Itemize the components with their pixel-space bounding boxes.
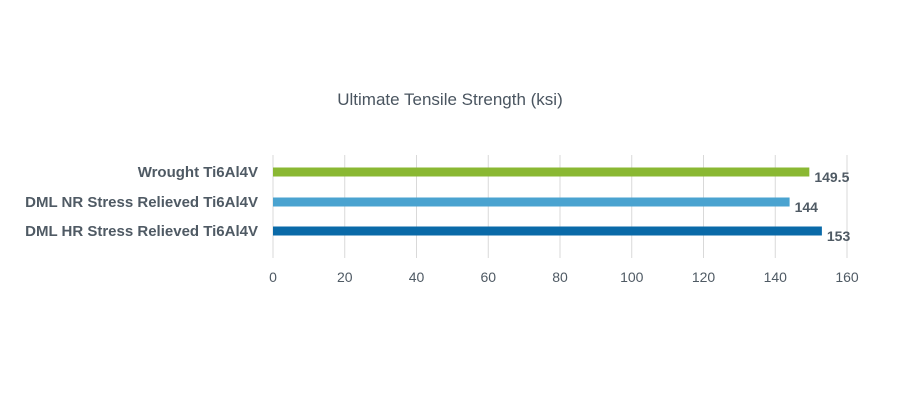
x-tick-label: 160 <box>835 269 859 285</box>
labels: 0 20 40 60 80 100 120 140 160 Wrought Ti6Al4V 149.… <box>25 164 859 285</box>
data-label: 153 <box>827 228 851 244</box>
bars <box>273 167 822 236</box>
x-tick-label: 40 <box>409 269 425 285</box>
x-tick-label: 120 <box>692 269 716 285</box>
data-label: 149.5 <box>814 169 849 185</box>
category-label: Wrought Ti6Al4V <box>138 164 258 181</box>
chart-title: Ultimate Tensile Strength (ksi) <box>337 90 563 109</box>
bar <box>273 226 822 236</box>
x-tick-label: 60 <box>480 269 496 285</box>
category-label: DML HR Stress Relieved Ti6Al4V <box>25 223 258 240</box>
bar <box>273 197 790 207</box>
data-label: 144 <box>795 199 819 215</box>
category-label: DML NR Stress Relieved Ti6Al4V <box>25 194 258 211</box>
x-tick-label: 140 <box>764 269 788 285</box>
x-tick-label: 80 <box>552 269 568 285</box>
x-tick-label: 100 <box>620 269 644 285</box>
x-tick-label: 20 <box>337 269 353 285</box>
x-tick-label: 0 <box>269 269 277 285</box>
bar <box>273 167 810 177</box>
